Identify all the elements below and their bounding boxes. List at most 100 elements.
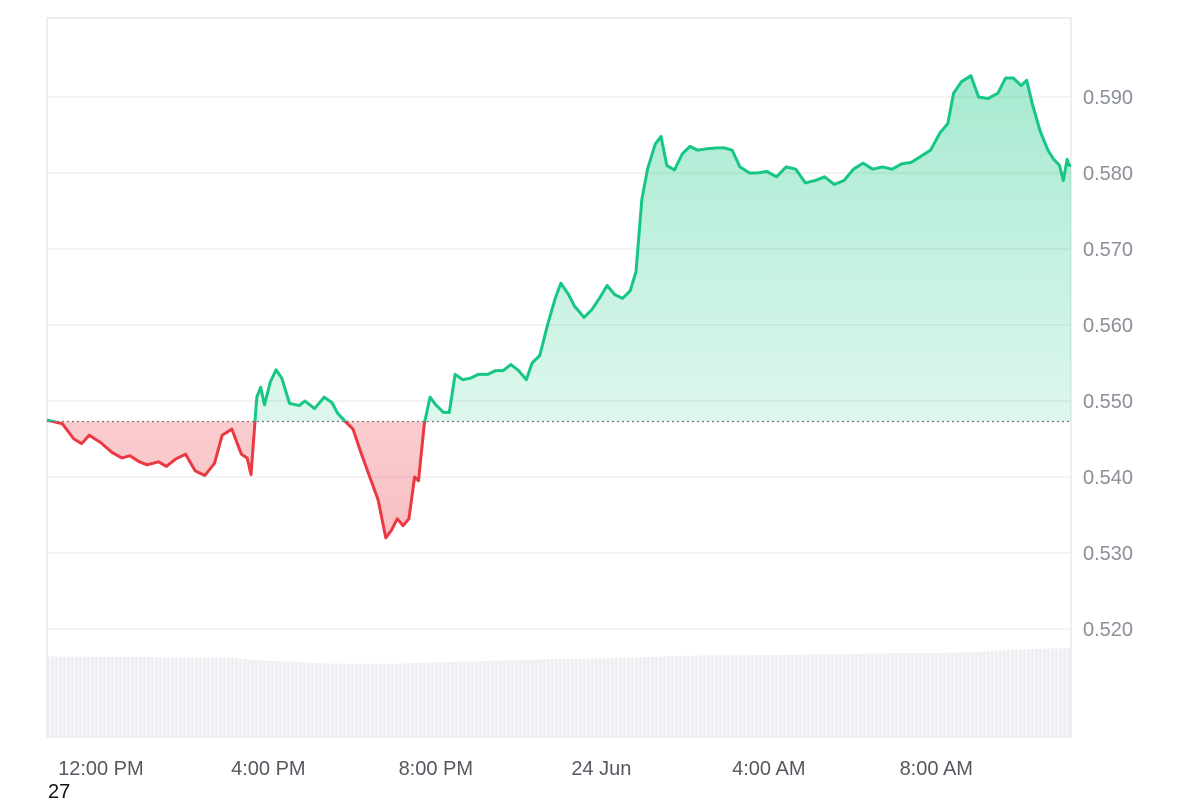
volume-bar — [539, 659, 543, 737]
volume-bar — [215, 657, 219, 737]
volume-bar — [63, 656, 67, 737]
volume-bar — [171, 657, 175, 737]
volume-bar — [151, 657, 155, 737]
volume-bar — [735, 655, 739, 737]
x-tick-label: 4:00 AM — [732, 758, 805, 780]
volume-bar — [827, 654, 831, 737]
volume-bar — [295, 661, 299, 737]
volume-bar — [267, 660, 271, 737]
volume-bar — [875, 653, 879, 737]
volume-bar — [887, 653, 891, 737]
volume-bar — [323, 663, 327, 737]
volume-bar — [255, 660, 259, 737]
volume-bar — [327, 663, 331, 737]
volume-bar — [47, 656, 51, 737]
volume-bar — [663, 656, 667, 737]
volume-bar — [883, 653, 887, 737]
volume-bar — [183, 657, 187, 737]
volume-bar — [1043, 648, 1047, 737]
volume-bar — [483, 661, 487, 737]
volume-bar — [911, 653, 915, 737]
volume-bar — [195, 657, 199, 737]
volume-bar — [919, 653, 923, 737]
volume-bar — [603, 658, 607, 737]
x-tick-label: 8:00 PM — [399, 758, 473, 780]
volume-bar — [235, 658, 239, 737]
volume-bar — [871, 653, 875, 737]
volume-bar — [1051, 648, 1055, 737]
volume-bar — [279, 661, 283, 737]
volume-bar — [303, 662, 307, 737]
volume-bar — [571, 658, 575, 737]
volume-bar — [1019, 649, 1023, 737]
volume-bar — [383, 663, 387, 737]
volume-bar — [715, 655, 719, 737]
volume-bar — [191, 657, 195, 737]
volume-bar — [271, 660, 275, 737]
volume-bar — [691, 655, 695, 737]
volume-bar — [979, 651, 983, 737]
volume-bar — [695, 655, 699, 737]
volume-bar — [879, 653, 883, 737]
volume-bar — [387, 663, 391, 737]
volume-bar — [451, 661, 455, 737]
volume-bar — [431, 662, 435, 737]
volume-bar — [543, 659, 547, 737]
volume-bar — [103, 656, 107, 737]
volume-bar — [411, 663, 415, 737]
volume-bar — [223, 657, 227, 737]
volume-bar — [219, 657, 223, 737]
volume-bars — [47, 648, 1071, 737]
volume-bar — [587, 658, 591, 737]
volume-bar — [831, 654, 835, 737]
y-tick-label: 0.570 — [1083, 239, 1133, 261]
y-tick-label: 0.540 — [1083, 467, 1133, 489]
x-tick-label: 4:00 PM — [231, 758, 305, 780]
volume-bar — [823, 654, 827, 737]
volume-bar — [51, 656, 55, 737]
volume-bar — [771, 655, 775, 737]
volume-bar — [947, 652, 951, 737]
volume-bar — [619, 657, 623, 737]
volume-bar — [139, 656, 143, 737]
volume-bar — [835, 654, 839, 737]
volume-bar — [179, 657, 183, 737]
volume-bar — [131, 656, 135, 737]
volume-bar — [699, 655, 703, 737]
volume-bar — [243, 658, 247, 737]
price-line-down — [46, 421, 427, 540]
volume-bar — [867, 653, 871, 737]
volume-bar — [707, 655, 711, 737]
volume-bar — [811, 654, 815, 737]
volume-bar — [767, 655, 771, 737]
volume-bar — [515, 659, 519, 737]
volume-bar — [1031, 649, 1035, 737]
volume-bar — [71, 656, 75, 737]
volume-bar — [635, 657, 639, 737]
volume-bar — [779, 654, 783, 737]
volume-bar — [575, 658, 579, 737]
volume-bar — [287, 661, 291, 737]
volume-bar — [307, 662, 311, 737]
volume-bar — [251, 659, 255, 737]
volume-bar — [723, 655, 727, 737]
volume-bar — [1011, 649, 1015, 737]
volume-bar — [239, 658, 243, 737]
volume-bar — [895, 653, 899, 737]
area-fills — [47, 75, 1071, 538]
volume-bar — [479, 661, 483, 737]
volume-bar — [547, 659, 551, 737]
volume-bar — [655, 656, 659, 737]
volume-bar — [819, 654, 823, 737]
volume-bar — [563, 658, 567, 737]
volume-bar — [263, 660, 267, 737]
volume-bar — [775, 654, 779, 737]
volume-bar — [803, 654, 807, 737]
volume-bar — [999, 650, 1003, 737]
area-below-baseline — [53, 421, 425, 538]
volume-bar — [227, 657, 231, 737]
volume-bar — [351, 663, 355, 737]
volume-bar — [95, 656, 99, 737]
volume-bar — [347, 663, 351, 737]
